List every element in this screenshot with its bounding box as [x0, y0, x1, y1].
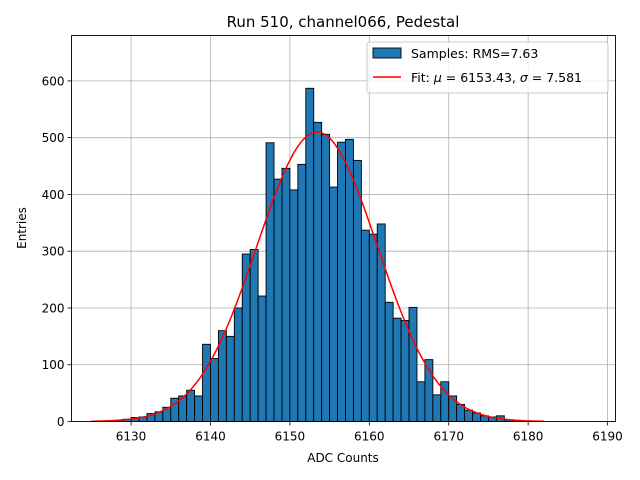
histogram-bar [305, 87, 315, 422]
histogram-bar [210, 358, 219, 422]
x-axis-label: ADC Counts [307, 451, 379, 465]
histogram-bar [233, 307, 243, 422]
histogram-bar [432, 394, 442, 422]
histogram-bar [289, 189, 299, 422]
histogram-bar [297, 163, 307, 422]
histogram-bar [225, 335, 235, 422]
x-tick-label: 6160 [354, 430, 385, 444]
y-tick-label: 0 [57, 415, 65, 429]
histogram-bar [273, 178, 283, 422]
legend: Samples: RMS=7.63 Fit: μ = 6153.43, σ = … [366, 41, 609, 94]
histogram-bar [329, 186, 338, 422]
plot-frame [71, 35, 616, 422]
legend-samples-patch [372, 47, 402, 59]
histogram-bar [448, 395, 458, 422]
histogram-bar [249, 249, 259, 422]
legend-fit-mu-symbol: μ [433, 70, 442, 85]
histogram-bar [241, 253, 251, 422]
histogram-bar [281, 167, 291, 422]
histogram-bars [106, 87, 529, 422]
x-tick-label: 6180 [513, 430, 544, 444]
x-tick-label: 6130 [116, 430, 147, 444]
histogram-bar [265, 142, 275, 422]
histogram-bar [464, 409, 474, 422]
histogram-bar [408, 306, 418, 422]
histogram-bar [392, 317, 402, 422]
histogram-bar [376, 223, 386, 422]
histogram-bar [345, 138, 354, 422]
legend-fit-mu-value: = 6153.43, [442, 70, 520, 85]
x-axis-ticks: 6130 6140 6150 6160 6170 6180 6190 [116, 421, 623, 444]
histogram-bar [313, 121, 323, 422]
x-tick-label: 6150 [275, 430, 306, 444]
fit-curve [91, 131, 545, 423]
histogram-bar [352, 159, 362, 422]
x-tick-label: 6140 [195, 430, 226, 444]
x-tick-label: 6190 [592, 430, 623, 444]
chart-title: Run 510, channel066, Pedestal [227, 13, 460, 31]
histogram-bar [202, 343, 211, 422]
y-tick-label: 300 [42, 245, 65, 259]
histogram-bar [186, 389, 196, 422]
histogram-bar [321, 133, 331, 422]
histogram-bar [400, 320, 410, 422]
histogram-bar [257, 295, 267, 422]
legend-fit-label: Fit: μ = 6153.43, σ = 7.581 [411, 70, 582, 85]
y-axis-ticks: 0 100 200 300 400 500 600 [42, 74, 72, 429]
y-tick-label: 600 [42, 74, 65, 88]
y-tick-label: 500 [42, 131, 65, 145]
histogram-bar [384, 301, 394, 422]
legend-fit-sigma-value: = 7.581 [528, 70, 582, 85]
legend-fit-prefix: Fit: [411, 70, 434, 85]
histogram-bar [416, 381, 426, 422]
histogram-bar [360, 229, 370, 422]
legend-fit-sigma-symbol: σ [520, 70, 529, 85]
y-tick-label: 100 [42, 358, 65, 372]
y-tick-label: 200 [42, 301, 65, 315]
histogram-bar [368, 233, 378, 422]
histogram-bar [337, 141, 346, 422]
x-tick-label: 6170 [433, 430, 464, 444]
y-tick-label: 400 [42, 188, 65, 202]
legend-samples-label: Samples: RMS=7.63 [411, 46, 538, 61]
y-axis-label: Entries [15, 207, 29, 249]
legend-box [366, 41, 609, 94]
histogram-bar [194, 395, 203, 422]
